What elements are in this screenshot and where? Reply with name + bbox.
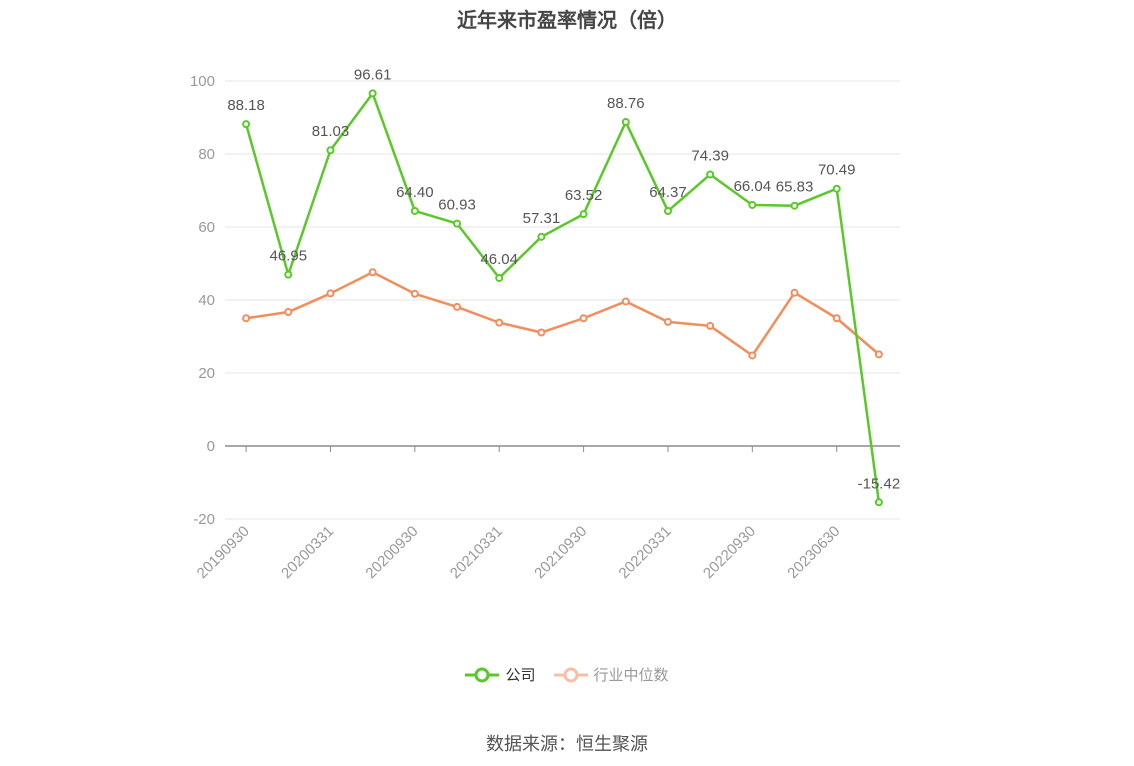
company-point [410,206,419,215]
company-point [368,89,377,98]
company-data-label: 81.03 [312,123,350,140]
industry-point [790,288,799,297]
company-point [621,118,630,127]
data-source: 数据来源：恒生聚源 [486,734,648,755]
chart-title: 近年来市盈率情况（倍） [457,8,677,32]
industry-point [410,289,419,298]
company-series-line [244,92,881,503]
y-tick-label: 20 [198,365,215,382]
company-point [326,146,335,155]
company-data-label: 63.52 [565,187,603,204]
company-data-label: 64.37 [649,184,687,201]
x-tick-label: 20200930 [362,523,421,582]
industry-point [284,308,293,317]
y-tick-label: 100 [190,73,215,90]
company-point [706,170,715,179]
company-point [874,498,883,507]
legend-company-label: 公司 [505,666,536,684]
x-tick-label: 20210930 [531,523,590,582]
legend-industry-label: 行业中位数 [593,666,669,684]
company-data-label: 57.31 [523,210,561,227]
x-tick-label: 20210331 [447,523,506,582]
industry-point [242,314,251,323]
company-point [832,184,841,193]
x-tick-label: 20220930 [700,523,759,582]
series [242,89,883,507]
industry-point [368,268,377,277]
y-tick-label: 40 [198,292,215,309]
company-data-label: 46.95 [270,248,308,265]
company-data-label: 60.93 [438,197,476,214]
legend-item-company[interactable]: 公司 [465,664,536,685]
company-data-label: 88.76 [607,95,645,112]
company-data-label: 64.40 [396,184,434,201]
grid-lines [225,80,900,520]
y-tick-label: 0 [207,438,215,455]
y-tick-label: 60 [198,219,215,236]
legend: 公司 行业中位数 [0,664,1134,685]
company-point [790,201,799,210]
industry-point [453,302,462,311]
company-point [579,210,588,219]
company-point [748,200,757,209]
company-point [453,219,462,228]
industry-point [326,289,335,298]
industry-point [832,314,841,323]
industry-point [663,317,672,326]
industry-series-line [245,271,880,357]
company-data-label: 74.39 [691,147,729,164]
company-point [663,207,672,216]
industry-point [706,321,715,330]
company-data-label: 46.04 [480,251,518,268]
industry-point [495,318,504,327]
y-tick-label: 80 [198,146,215,163]
company-point [495,273,504,282]
x-tick-label: 20220331 [616,523,675,582]
company-data-label: 88.18 [227,97,265,114]
industry-point [579,314,588,323]
company-data-label: 66.04 [734,178,772,195]
industry-point [621,297,630,306]
company-data-label: 70.49 [818,162,856,179]
industry-point [874,350,883,359]
company-data-label: -15.42 [858,475,901,492]
industry-point [537,328,546,337]
legend-industry-line-icon [553,667,588,682]
legend-item-industry[interactable]: 行业中位数 [553,664,669,685]
legend-company-line-icon [465,667,500,682]
x-tick-label: 20230630 [784,523,843,582]
y-tick-label: -20 [193,511,215,528]
company-data-label: 65.83 [776,179,814,196]
x-tick-label: 20200331 [278,523,337,582]
company-point [284,270,293,279]
company-point [242,120,251,129]
company-point [537,232,546,241]
company-data-label: 96.61 [354,66,392,83]
industry-point [748,351,757,360]
x-tick-label: 20190930 [194,523,253,582]
